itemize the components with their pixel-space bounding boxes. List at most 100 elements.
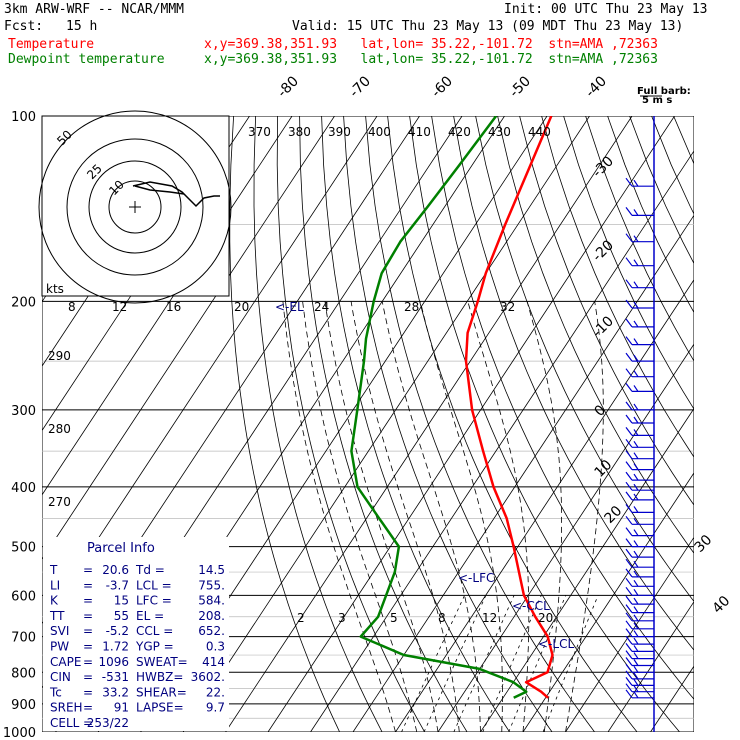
pressure-tick-label: 100 <box>11 110 36 125</box>
temperature-line <box>464 116 554 699</box>
parcel-info-value: 15 <box>114 594 129 608</box>
parcel-info-eq: = <box>83 640 93 654</box>
parcel-info-value: 33.2 <box>102 685 129 699</box>
level-marker-label: <-LCL <box>538 637 574 651</box>
isotherm-label: 40 <box>710 593 734 617</box>
barb-legend-value: 5 m s <box>642 95 672 106</box>
moist-adiabat-line <box>419 301 503 732</box>
parcel-info-value2: 14.5 <box>198 563 225 577</box>
wind-barb <box>625 383 654 392</box>
potential-temp-label: 420 <box>448 125 471 139</box>
wind-barb <box>625 279 654 289</box>
parcel-info-value: 91 <box>114 701 129 715</box>
pressure-tick-label: 700 <box>11 631 36 646</box>
hodograph-ring <box>88 160 182 254</box>
isotherm-label: -50 <box>507 73 534 100</box>
isotherm-line <box>565 536 694 732</box>
parcel-info-value2: 22. <box>206 685 225 699</box>
dry-adiabat-side-label: 290 <box>48 349 71 363</box>
hodograph-speed-label: 8 <box>68 300 76 314</box>
wind-barb <box>625 548 654 558</box>
dry-adiabat-line <box>453 116 694 651</box>
isotherm-label: -40 <box>583 73 610 100</box>
wind-barb <box>625 635 654 645</box>
wind-barb <box>625 628 654 638</box>
dry-adiabat-line <box>299 116 468 732</box>
dry-adiabat-line <box>629 116 694 265</box>
wind-barb <box>625 318 654 328</box>
wind-barb <box>625 538 654 548</box>
valid-time: Valid: 15 UTC Thu 23 May 13 (09 MDT Thu … <box>292 19 684 34</box>
wind-barb <box>625 438 654 448</box>
isotherm-line <box>437 343 694 732</box>
parcel-info-value2: 208. <box>198 609 225 623</box>
mixing-ratio-label: 20 <box>538 611 553 625</box>
moist-adiabat-line <box>467 301 530 732</box>
temperature-legend-label: Temperature <box>8 37 95 52</box>
parcel-info-value: 253/22 <box>87 716 129 730</box>
hodograph-speed-label: 16 <box>166 300 181 314</box>
mixing-ratio-line <box>423 595 487 732</box>
pressure-tick-label: 400 <box>11 481 36 496</box>
dry-adiabat-line <box>431 116 694 700</box>
level-marker-label: <-EL <box>275 300 304 314</box>
level-marker-label: <-LFC <box>458 571 494 585</box>
parcel-info-key: SVI <box>50 624 69 638</box>
wind-barb <box>625 677 654 686</box>
wind-barb <box>625 568 654 578</box>
parcel-info-eq: = <box>83 594 93 608</box>
wind-barb <box>625 663 654 673</box>
wind-barb <box>625 414 654 424</box>
wind-barb <box>625 620 654 630</box>
wind-barb <box>625 689 654 699</box>
parcel-info-key2: LFC = <box>136 594 172 608</box>
potential-temp-label: 430 <box>488 125 511 139</box>
parcel-info-key2: LAPSE= <box>136 701 184 715</box>
parcel-info-background <box>43 537 229 731</box>
dry-adiabat-line <box>651 116 694 215</box>
parcel-info-value2: 584. <box>198 594 225 608</box>
isotherm-line <box>352 214 694 732</box>
parcel-info-eq: = <box>83 716 93 730</box>
hodograph-speed-label: 12 <box>112 300 127 314</box>
potential-temp-label: 370 <box>248 125 271 139</box>
hodograph-ring <box>38 110 232 304</box>
hodograph-speed-label: 32 <box>500 300 515 314</box>
parcel-info-key: PW <box>50 640 69 654</box>
wind-barb <box>625 368 654 378</box>
pressure-tick-label: 500 <box>11 541 36 556</box>
parcel-info-key2: SWEAT= <box>136 655 188 669</box>
wind-barb <box>625 577 654 587</box>
dry-adiabat-line <box>321 116 510 732</box>
mixing-ratio-label: 3 <box>338 611 346 625</box>
parcel-info-key: K <box>50 594 59 608</box>
dry-adiabat-line <box>229 116 340 732</box>
parcel-info-eq: = <box>83 685 93 699</box>
parcel-info-title: Parcel Info <box>87 541 155 556</box>
wind-barb <box>625 177 654 187</box>
wind-barb <box>625 401 654 411</box>
parcel-info-value: -5.2 <box>106 624 129 638</box>
wind-barb <box>625 595 654 605</box>
parcel-info-key2: HWBZ= <box>136 670 183 684</box>
isotherm-line <box>42 116 335 560</box>
init-time: Init: 00 UTC Thu 23 May 13 <box>504 2 708 17</box>
parcel-info-key: CELL <box>50 716 80 730</box>
parcel-info-key2: EL = <box>136 609 164 623</box>
parcel-info-key: Tc <box>49 685 62 699</box>
pressure-tick-label: 300 <box>11 404 36 419</box>
parcel-info-box: Parcel Info T = 20.6 Td = 14.5 LI = -3.7 LCL = 755… <box>43 537 229 731</box>
hodograph-trace <box>132 181 220 208</box>
dry-adiabat-line <box>276 116 425 732</box>
parcel-info-value: 55 <box>114 609 129 623</box>
wind-barb <box>625 427 654 436</box>
wind-barb <box>625 527 654 537</box>
parcel-info-key: TT <box>49 609 65 623</box>
moist-adiabat-line <box>526 301 562 732</box>
isotherm-line <box>42 116 378 625</box>
wind-barb <box>625 461 654 471</box>
parcel-info-key2: Td = <box>135 563 165 577</box>
sounding-series <box>350 116 554 699</box>
hodograph-speed-label: 20 <box>234 300 249 314</box>
